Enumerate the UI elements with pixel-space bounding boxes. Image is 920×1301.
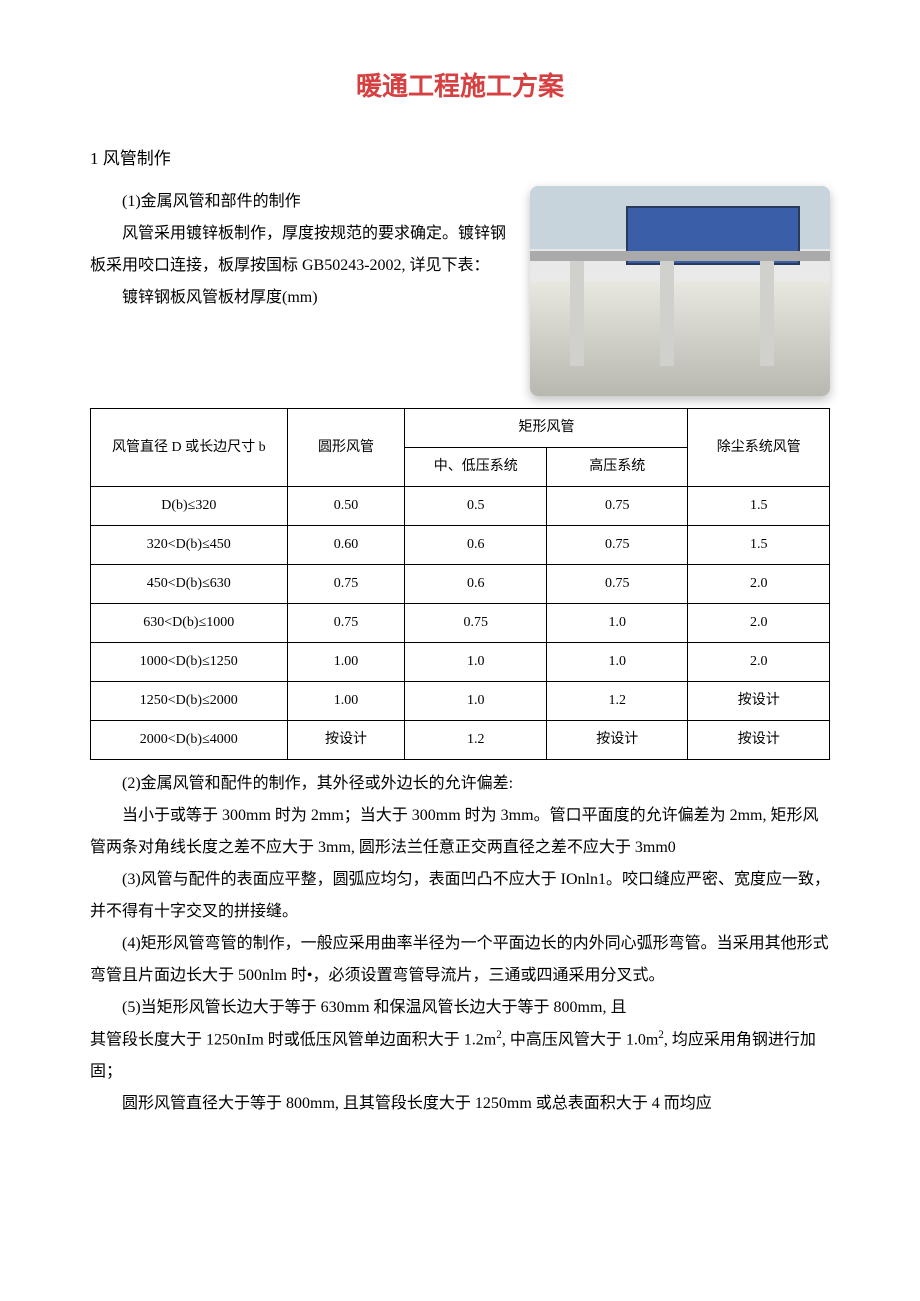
table-cell: 1.5 (688, 526, 830, 565)
table-cell: 0.6 (405, 526, 547, 565)
table-cell: 450<D(b)≤630 (91, 565, 288, 604)
table-row: 1250<D(b)≤20001.001.01.2按设计 (91, 682, 830, 721)
table-cell: 0.75 (287, 565, 405, 604)
para-8: (5)当矩形风管长边大于等于 630mm 和保温风管长边大于等于 800mm, … (90, 992, 830, 1024)
para-3: 镀锌钢板风管板材厚度(mm) (90, 282, 510, 314)
table-cell: 0.60 (287, 526, 405, 565)
table-cell: 0.50 (287, 487, 405, 526)
table-cell: 0.75 (546, 565, 688, 604)
table-cell: 1.00 (287, 682, 405, 721)
para-7: (4)矩形风管弯管的制作，一般应采用曲率半径为一个平面边长的内外同心弧形弯管。当… (90, 928, 830, 992)
table-cell: 1.0 (546, 604, 688, 643)
table-cell: 1.00 (287, 643, 405, 682)
th-rect-high: 高压系统 (546, 448, 688, 487)
thickness-table: 风管直径 D 或长边尺寸 b 圆形风管 矩形风管 除尘系统风管 中、低压系统 高… (90, 408, 830, 760)
table-cell: 按设计 (546, 721, 688, 760)
intro-block: (1)金属风管和部件的制作 风管采用镀锌板制作，厚度按规范的要求确定。镀锌钢板采… (90, 186, 830, 396)
table-cell: 0.5 (405, 487, 547, 526)
section-1-heading: 1 风管制作 (90, 142, 830, 176)
duct-photo (530, 186, 830, 396)
table-row: 1000<D(b)≤12501.001.01.02.0 (91, 643, 830, 682)
table-cell: 2.0 (688, 565, 830, 604)
table-cell: 按设计 (688, 682, 830, 721)
table-cell: D(b)≤320 (91, 487, 288, 526)
table-cell: 1000<D(b)≤1250 (91, 643, 288, 682)
para-1: (1)金属风管和部件的制作 (90, 186, 510, 218)
para-5: 当小于或等于 300mm 时为 2mm；当大于 300mm 时为 3mm。管口平… (90, 800, 830, 864)
table-cell: 按设计 (688, 721, 830, 760)
table-cell: 2000<D(b)≤4000 (91, 721, 288, 760)
para-9: 其管段长度大于 1250nIm 时或低压风管单边面积大于 1.2m2, 中高压风… (90, 1024, 830, 1088)
table-cell: 1.0 (405, 643, 547, 682)
table-cell: 0.75 (546, 526, 688, 565)
para-6: (3)风管与配件的表面应平整，圆弧应均匀，表面凹凸不应大于 IOnln1。咬口缝… (90, 864, 830, 928)
th-rect: 矩形风管 (405, 409, 688, 448)
table-cell: 1.2 (405, 721, 547, 760)
table-cell: 0.6 (405, 565, 547, 604)
table-cell: 2.0 (688, 604, 830, 643)
table-cell: 0.75 (287, 604, 405, 643)
table-row: 450<D(b)≤6300.750.60.752.0 (91, 565, 830, 604)
table-cell: 1250<D(b)≤2000 (91, 682, 288, 721)
para-2: 风管采用镀锌板制作，厚度按规范的要求确定。镀锌钢板采用咬口连接，板厚按国标 GB… (90, 218, 510, 282)
table-body: D(b)≤3200.500.50.751.5320<D(b)≤4500.600.… (91, 487, 830, 760)
table-cell: 1.2 (546, 682, 688, 721)
table-cell: 630<D(b)≤1000 (91, 604, 288, 643)
th-size: 风管直径 D 或长边尺寸 b (91, 409, 288, 487)
table-cell: 0.75 (405, 604, 547, 643)
table-cell: 1.0 (405, 682, 547, 721)
table-cell: 320<D(b)≤450 (91, 526, 288, 565)
table-row: D(b)≤3200.500.50.751.5 (91, 487, 830, 526)
table-cell: 1.5 (688, 487, 830, 526)
table-cell: 0.75 (546, 487, 688, 526)
th-rect-low: 中、低压系统 (405, 448, 547, 487)
table-row: 2000<D(b)≤4000按设计1.2按设计按设计 (91, 721, 830, 760)
th-dust: 除尘系统风管 (688, 409, 830, 487)
para-10: 圆形风管直径大于等于 800mm, 且其管段长度大于 1250mm 或总表面积大… (90, 1088, 830, 1120)
intro-text: (1)金属风管和部件的制作 风管采用镀锌板制作，厚度按规范的要求确定。镀锌钢板采… (90, 186, 510, 314)
table-cell: 按设计 (287, 721, 405, 760)
table-cell: 1.0 (546, 643, 688, 682)
table-row: 320<D(b)≤4500.600.60.751.5 (91, 526, 830, 565)
table-cell: 2.0 (688, 643, 830, 682)
table-row: 630<D(b)≤10000.750.751.02.0 (91, 604, 830, 643)
doc-title: 暖通工程施工方案 (90, 60, 830, 112)
th-round: 圆形风管 (287, 409, 405, 487)
para-4: (2)金属风管和配件的制作，其外径或外边长的允许偏差: (90, 768, 830, 800)
